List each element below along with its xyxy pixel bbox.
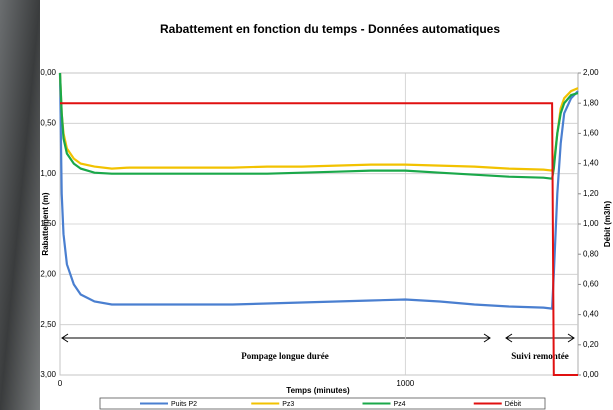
y2-tick-label: 1,20 xyxy=(583,189,599,198)
x-tick-label: 0 xyxy=(58,379,63,388)
y2-tick-label: 2,00 xyxy=(583,68,599,77)
y2-tick-label: 1,80 xyxy=(583,98,599,107)
legend-label: Puits P2 xyxy=(171,401,197,408)
y-tick-label: 2,00 xyxy=(40,269,56,278)
legend-label: Débit xyxy=(505,401,521,408)
y2-axis-title: Débit (m3/h) xyxy=(603,201,612,248)
y-tick-label: 1,00 xyxy=(40,169,56,178)
x-axis-title: Temps (minutes) xyxy=(286,386,350,395)
y2-tick-label: 0,60 xyxy=(583,280,599,289)
y-tick-label: 0,00 xyxy=(40,68,56,77)
y-tick-label: 0,50 xyxy=(40,118,56,127)
y2-tick-label: 1,40 xyxy=(583,159,599,168)
y-tick-label: 3,00 xyxy=(40,370,56,379)
legend-label: Pz4 xyxy=(394,401,406,408)
annotation: Pompage longue durée xyxy=(241,351,329,361)
y2-tick-label: 0,40 xyxy=(583,310,599,319)
background-photo xyxy=(0,0,40,410)
annotation: Suivi remontée xyxy=(511,351,569,361)
x-tick-label: 1000 xyxy=(396,379,414,388)
y2-tick-label: 1,60 xyxy=(583,129,599,138)
chart-background xyxy=(40,0,613,410)
y2-tick-label: 0,20 xyxy=(583,340,599,349)
y2-tick-label: 1,00 xyxy=(583,219,599,228)
chart: Rabattement en fonction du temps - Donné… xyxy=(0,0,613,410)
y2-tick-label: 0,80 xyxy=(583,249,599,258)
chart-title: Rabattement en fonction du temps - Donné… xyxy=(160,22,500,36)
y2-tick-label: 0,00 xyxy=(583,370,599,379)
y-tick-label: 2,50 xyxy=(40,320,56,329)
legend-label: Pz3 xyxy=(282,401,294,408)
y-tick-label: 1,50 xyxy=(40,219,56,228)
